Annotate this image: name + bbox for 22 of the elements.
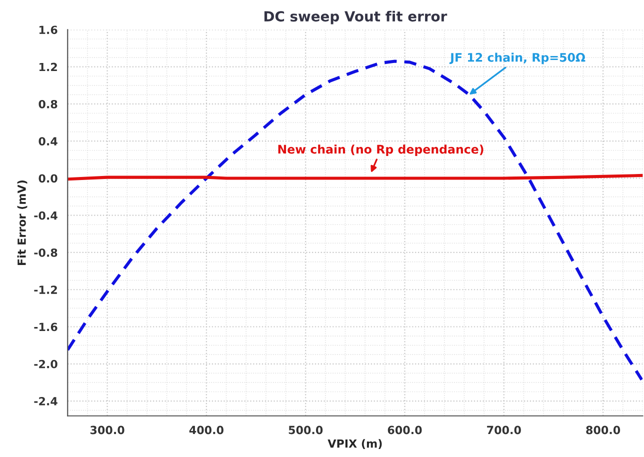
x-tick-label: 400.0 [189, 426, 224, 434]
y-tick-label: 1.6 [39, 26, 58, 34]
y-tick-label: -1.6 [34, 322, 58, 332]
chart-title: DC sweep Vout fit error [264, 10, 448, 24]
x-tick-label: 800.0 [586, 426, 620, 434]
y-tick-label: 0.8 [38, 100, 58, 108]
annotation: JF 12 chain, Rp=50Ω [449, 52, 586, 64]
x-tick-label: 500.0 [288, 426, 323, 434]
x-tick-label: 600.0 [388, 426, 422, 434]
y-tick-label: -2.0 [34, 360, 58, 368]
y-tick-label: 1.2 [39, 62, 57, 72]
x-axis-title: VPIX (m) [328, 439, 382, 450]
x-tick-label: 300.0 [90, 426, 124, 434]
y-tick-label: 0.0 [38, 174, 58, 183]
annotation: New chain (no Rp dependance) [278, 144, 484, 156]
y-axis-title: Fit Error (mV) [17, 180, 28, 265]
y-tick-label: -2.4 [34, 396, 58, 406]
y-tick-label: -1.2 [34, 286, 57, 294]
y-tick-label: -0.8 [34, 248, 58, 257]
y-tick-label: -0.4 [34, 211, 58, 220]
y-tick-label: 0.4 [38, 137, 58, 146]
x-tick-label: 700.0 [487, 426, 521, 434]
